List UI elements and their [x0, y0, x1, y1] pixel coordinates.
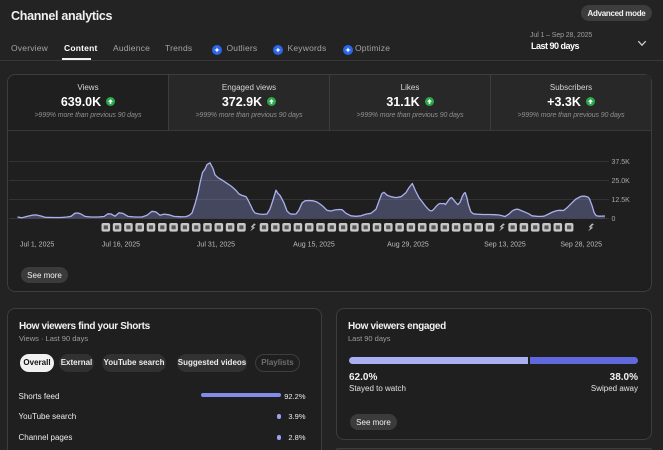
svg-text:Aug 15, 2025: Aug 15, 2025 [293, 242, 335, 249]
svg-text:Jul 16, 2025: Jul 16, 2025 [102, 242, 140, 249]
svg-text:Aug 29, 2025: Aug 29, 2025 [387, 242, 429, 249]
svg-text:37.5K: 37.5K [612, 159, 631, 166]
svg-text:Jul 31, 2025: Jul 31, 2025 [197, 242, 235, 249]
svg-text:25.0K: 25.0K [612, 178, 631, 185]
svg-text:Sep 28, 2025: Sep 28, 2025 [560, 242, 602, 249]
svg-text:Jul 1, 2025: Jul 1, 2025 [20, 242, 54, 249]
svg-text:12.5K: 12.5K [612, 197, 631, 204]
svg-text:0: 0 [612, 216, 616, 223]
svg-text:Sep 13, 2025: Sep 13, 2025 [484, 242, 526, 249]
